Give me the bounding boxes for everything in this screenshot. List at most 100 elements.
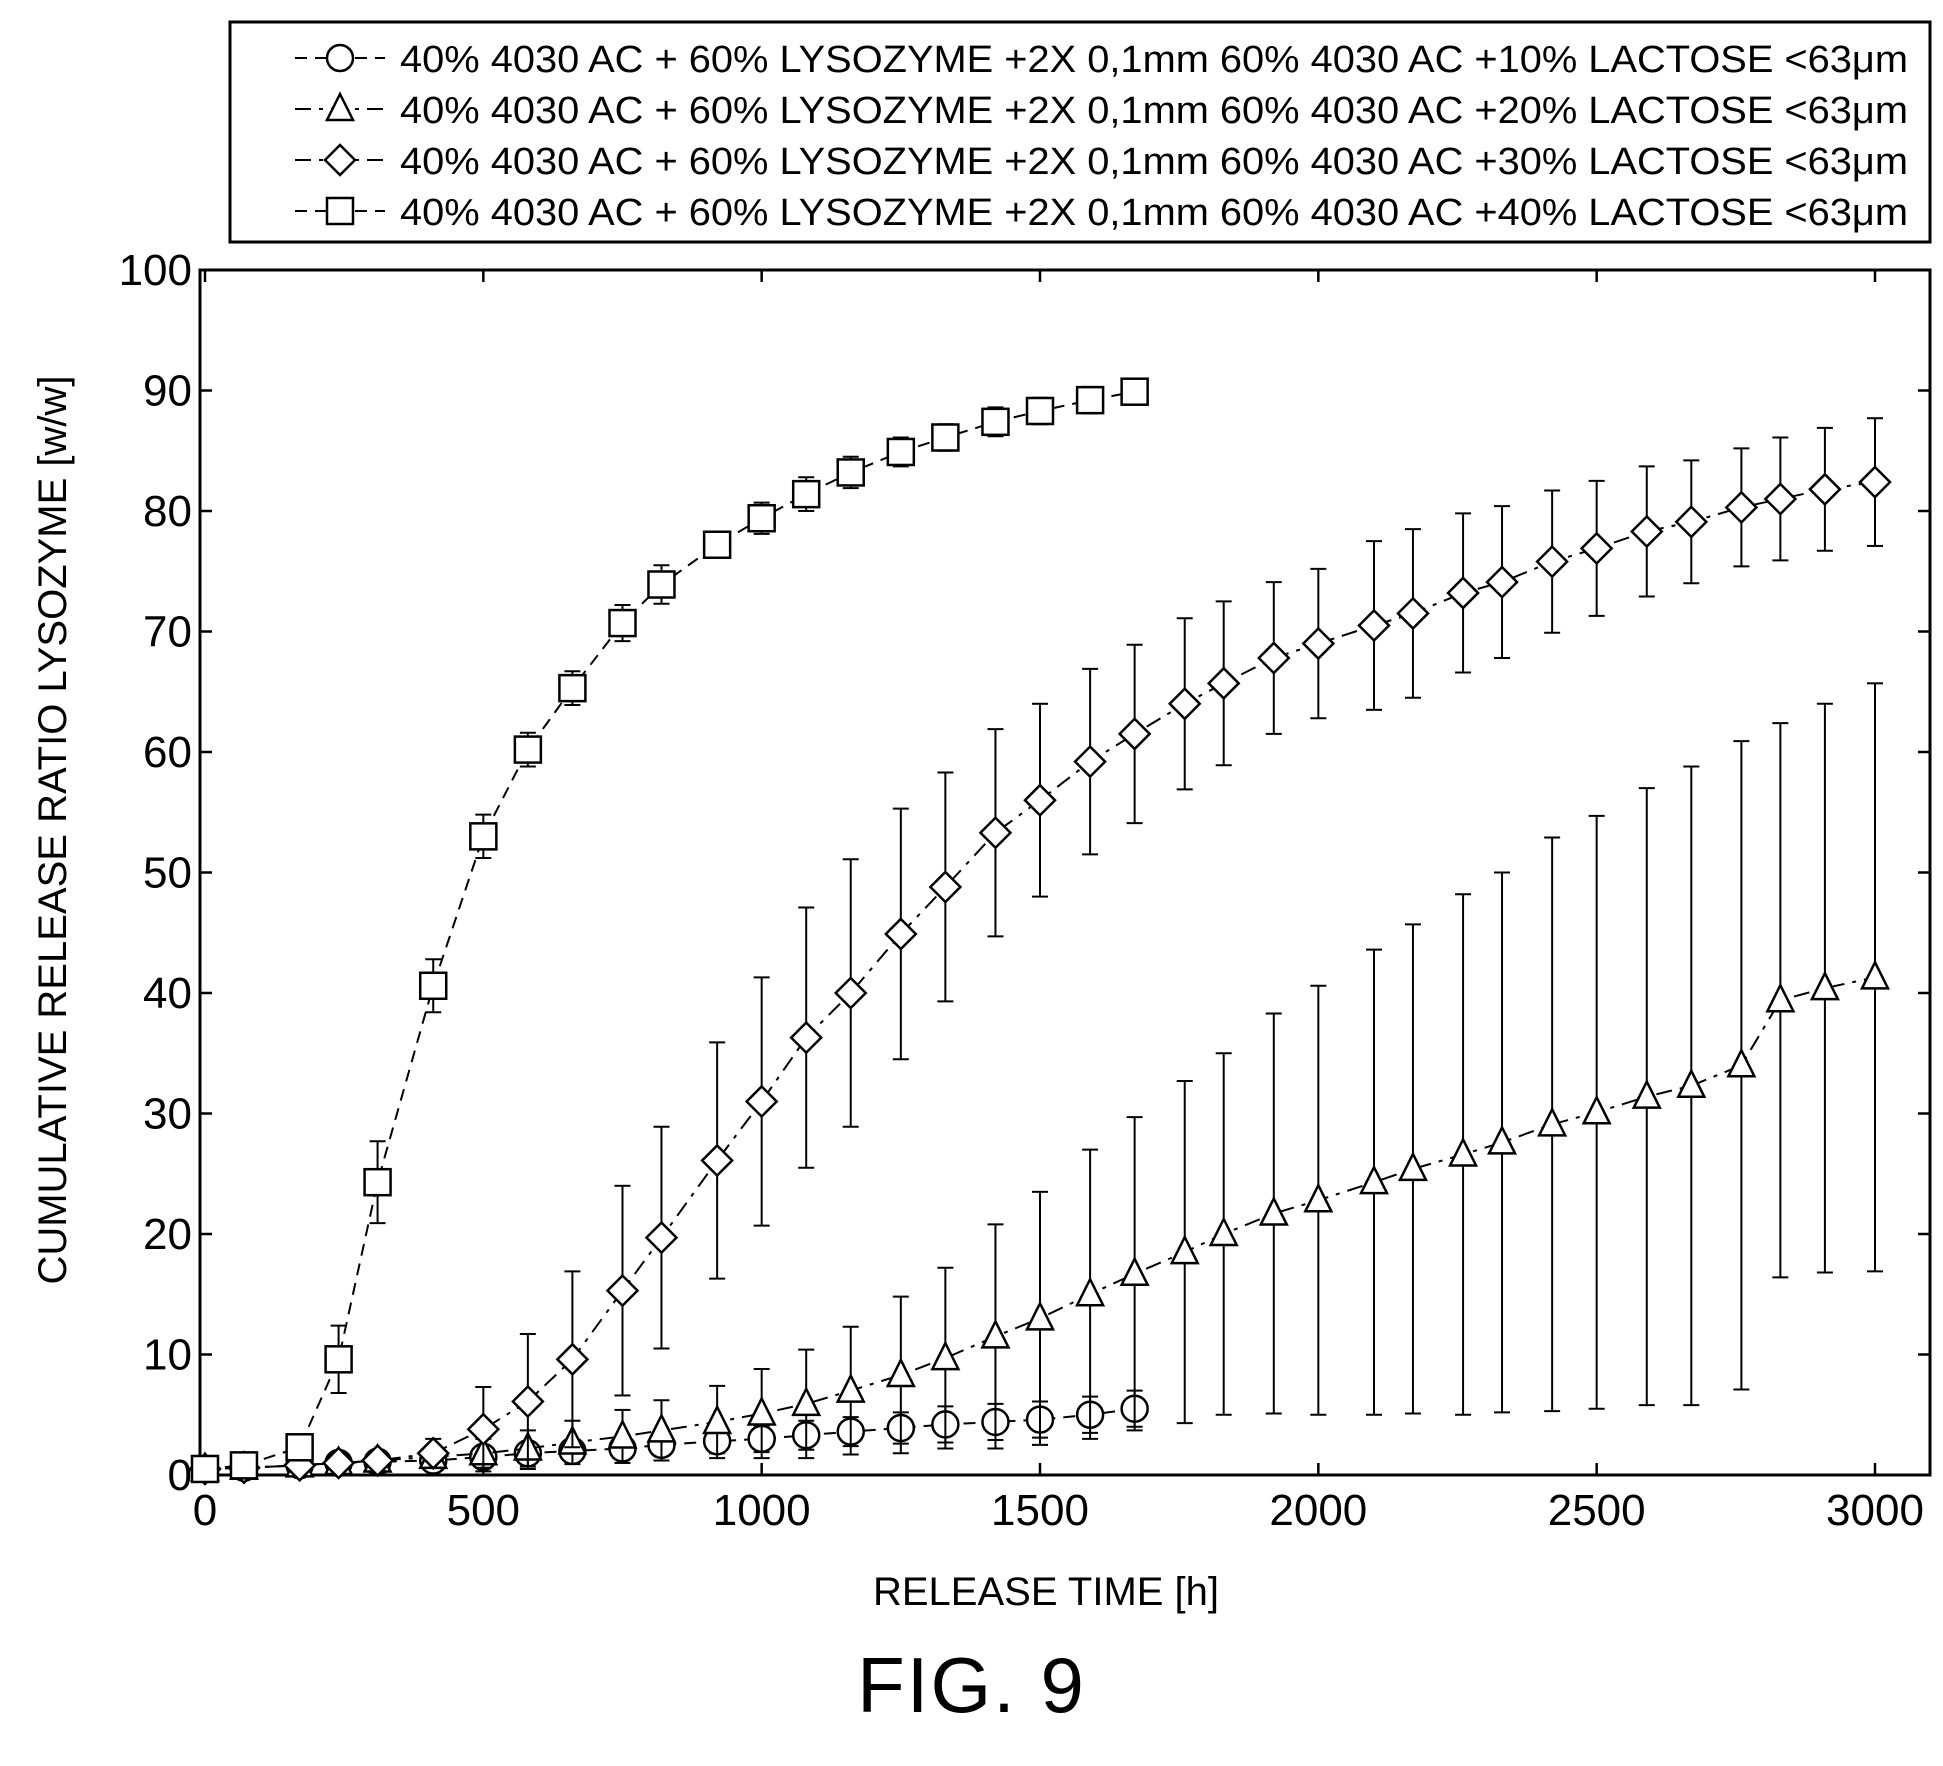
data-point: [835, 1372, 866, 1403]
x-tick-label: 500: [447, 1486, 520, 1535]
x-tick-label: 2500: [1548, 1486, 1646, 1535]
data-point: [644, 1220, 679, 1255]
data-point: [324, 1345, 353, 1374]
plot-frame: [198, 268, 1932, 1477]
data-point: [1535, 544, 1569, 579]
x-tick-label: 1500: [991, 1486, 1089, 1535]
series-square: [190, 377, 1149, 1484]
legend-entry: 40% 4030 AC + 60% LYSOZYME +2X 0,1mm 60%…: [400, 192, 1908, 234]
data-point: [746, 1395, 777, 1426]
data-point: [469, 822, 498, 851]
x-tick-label: 3000: [1826, 1486, 1924, 1535]
y-tick-label: 20: [143, 1210, 192, 1259]
data-point: [1581, 1094, 1612, 1125]
data-point: [931, 423, 960, 452]
y-tick-label: 50: [143, 849, 192, 898]
data-point: [884, 917, 918, 951]
data-point: [1724, 490, 1759, 525]
data-point: [1025, 396, 1055, 426]
data-point: [744, 1084, 779, 1119]
data-point: [1075, 1276, 1106, 1307]
data-point: [1206, 666, 1241, 701]
data-point: [190, 1454, 220, 1484]
data-point: [466, 1412, 501, 1446]
data-point: [1357, 608, 1391, 643]
data-point: [1487, 1124, 1518, 1155]
series-layer: [188, 377, 1892, 1486]
legend-entry: 40% 4030 AC + 60% LYSOZYME +2X 0,1mm 60%…: [400, 39, 1908, 81]
data-point: [885, 1357, 916, 1388]
data-point: [607, 1418, 638, 1449]
data-point: [1301, 626, 1336, 661]
data-point: [1579, 531, 1614, 566]
data-point: [1808, 472, 1842, 507]
data-point: [1631, 1078, 1662, 1109]
data-point: [511, 1384, 545, 1419]
y-axis-label: CUMULATIVE RELEASE RATIO LYSOZYME [w/w]: [31, 375, 75, 1284]
data-point: [285, 1433, 314, 1462]
data-point: [418, 971, 448, 1001]
legend-marker: [325, 43, 355, 73]
data-point: [1765, 982, 1796, 1013]
data-point: [1537, 1106, 1568, 1137]
data-point: [702, 1404, 733, 1435]
legend-entry: 40% 4030 AC + 60% LYSOZYME +2X 0,1mm 60%…: [400, 141, 1908, 183]
data-point: [363, 1167, 392, 1197]
data-point: [930, 1340, 961, 1371]
data-point: [1120, 377, 1149, 406]
data-point: [1024, 1300, 1056, 1331]
data-point: [1073, 744, 1107, 779]
data-point: [1397, 1151, 1428, 1182]
figure-caption: FIG. 9: [857, 1641, 1086, 1729]
data-point: [1258, 1195, 1289, 1226]
y-tick-label: 70: [143, 608, 192, 657]
data-point: [978, 815, 1013, 850]
data-point: [513, 735, 543, 764]
data-point: [229, 1451, 259, 1480]
legend-box: [228, 20, 1932, 244]
data-point: [1169, 1234, 1200, 1265]
data-point: [1303, 1182, 1334, 1213]
data-point: [1023, 783, 1057, 817]
data-point: [702, 530, 732, 559]
data-point: [1859, 959, 1891, 990]
data-point: [1809, 970, 1840, 1001]
y-tick-label: 60: [143, 728, 192, 777]
data-point: [1257, 641, 1291, 675]
x-tick-label: 1000: [713, 1486, 811, 1535]
data-point: [321, 1446, 356, 1480]
data-point: [928, 870, 963, 904]
data-point: [608, 608, 637, 638]
data-point: [555, 1342, 590, 1377]
data-point: [833, 976, 868, 1010]
data-point: [1075, 385, 1105, 415]
data-point: [647, 570, 676, 599]
y-tick-label: 30: [143, 1090, 192, 1139]
data-point: [360, 1443, 395, 1478]
x-axis-label: RELEASE TIME [h]: [873, 1570, 1219, 1614]
data-point: [700, 1143, 734, 1178]
data-point: [1726, 1047, 1757, 1078]
data-point: [1446, 576, 1480, 610]
data-point: [1208, 1216, 1239, 1247]
data-point: [1485, 565, 1519, 599]
legend-marker: [325, 196, 355, 226]
y-tick-label: 80: [143, 487, 192, 536]
data-point: [1167, 687, 1202, 721]
data-point: [1448, 1136, 1479, 1167]
x-tick-label: 0: [193, 1486, 217, 1535]
data-point: [1117, 717, 1152, 751]
data-point: [791, 1386, 822, 1417]
data-point: [1858, 465, 1892, 499]
data-point: [1676, 1067, 1707, 1099]
data-point: [646, 1412, 677, 1443]
y-tick-label: 10: [143, 1331, 192, 1380]
data-point: [980, 1318, 1011, 1349]
data-point: [1396, 596, 1430, 631]
x-tick-label: 2000: [1269, 1486, 1367, 1535]
y-tick-label: 0: [168, 1451, 192, 1500]
y-tick-label: 100: [119, 246, 192, 295]
legend: 40% 4030 AC + 60% LYSOZYME +2X 0,1mm 60%…: [228, 20, 1932, 244]
